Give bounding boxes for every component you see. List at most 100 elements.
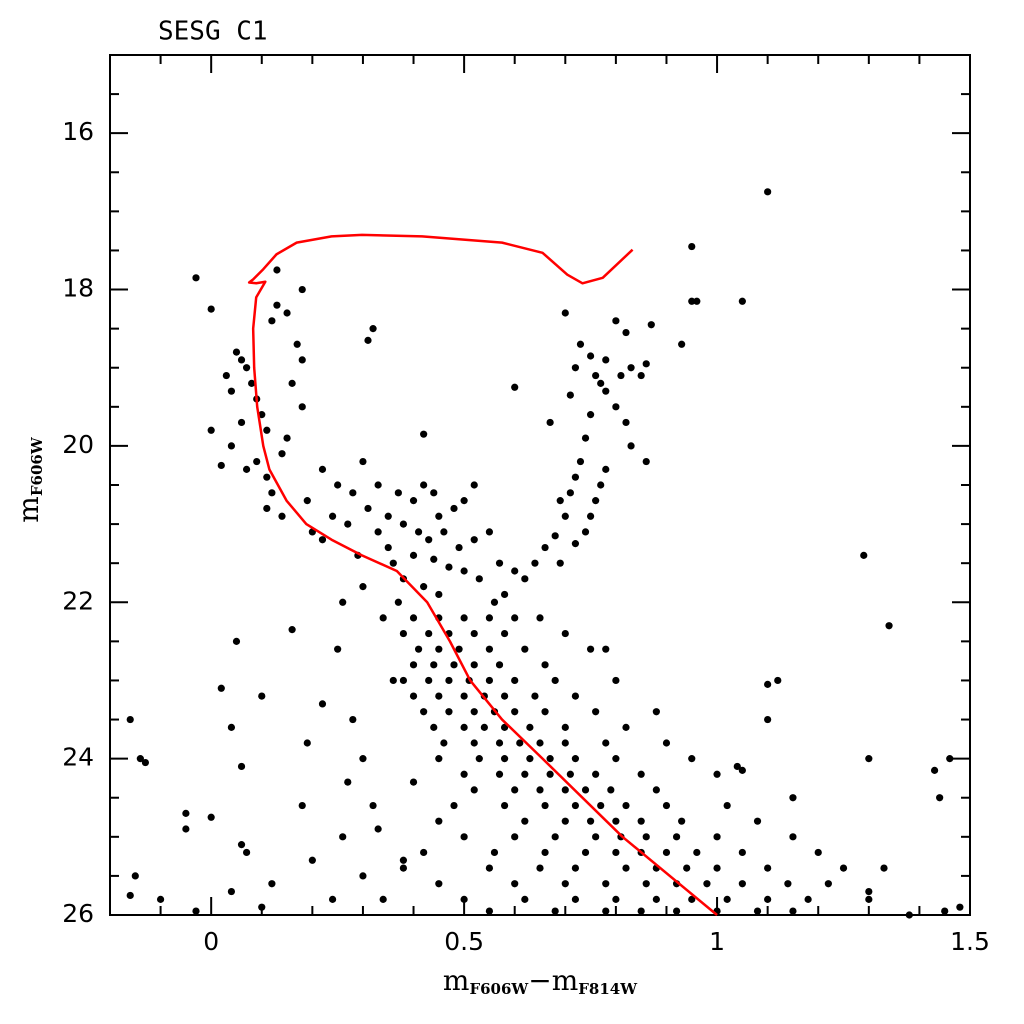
data-point bbox=[546, 755, 554, 763]
data-point bbox=[713, 833, 721, 841]
data-point bbox=[581, 786, 590, 794]
data-point bbox=[450, 504, 458, 513]
data-point bbox=[308, 856, 316, 864]
data-point bbox=[450, 661, 458, 669]
data-point bbox=[592, 770, 600, 778]
data-point bbox=[571, 895, 580, 903]
data-point bbox=[662, 848, 671, 857]
data-point bbox=[541, 848, 549, 857]
data-point bbox=[753, 907, 762, 915]
data-point bbox=[293, 340, 301, 348]
data-point bbox=[460, 770, 468, 778]
data-point bbox=[500, 801, 509, 810]
data-point bbox=[672, 907, 681, 915]
data-point bbox=[511, 676, 519, 685]
y-label-sub: F606W bbox=[28, 436, 46, 496]
data-point bbox=[936, 794, 944, 802]
data-point bbox=[420, 583, 428, 591]
data-point bbox=[865, 887, 873, 896]
data-point bbox=[384, 512, 392, 520]
data-point bbox=[571, 540, 580, 548]
data-point bbox=[430, 555, 438, 563]
x-label-part: −m bbox=[528, 964, 578, 997]
data-point bbox=[865, 755, 873, 763]
data-point bbox=[566, 489, 574, 497]
data-point bbox=[445, 708, 453, 716]
data-point bbox=[268, 317, 276, 325]
data-point bbox=[597, 801, 605, 810]
data-point bbox=[460, 723, 468, 731]
data-point bbox=[435, 645, 443, 653]
data-point bbox=[946, 755, 954, 763]
data-point bbox=[374, 825, 382, 833]
data-point bbox=[490, 848, 499, 857]
data-point bbox=[678, 340, 686, 348]
data-point bbox=[298, 285, 306, 294]
data-point bbox=[622, 864, 630, 872]
data-point bbox=[764, 188, 772, 196]
data-point bbox=[394, 489, 402, 497]
x-tick-label: 1.5 bbox=[950, 927, 990, 956]
data-point bbox=[612, 755, 620, 763]
data-point bbox=[956, 903, 964, 911]
data-point bbox=[738, 766, 746, 774]
data-point bbox=[207, 813, 215, 821]
data-point bbox=[227, 723, 236, 731]
data-point bbox=[662, 739, 671, 747]
data-point bbox=[460, 614, 468, 622]
data-point bbox=[440, 528, 448, 536]
data-point bbox=[374, 528, 382, 536]
data-point bbox=[774, 676, 782, 685]
data-point bbox=[500, 755, 509, 763]
data-point bbox=[622, 801, 630, 810]
data-point bbox=[586, 411, 595, 419]
data-point bbox=[460, 567, 468, 575]
data-point bbox=[414, 645, 423, 653]
data-point bbox=[414, 528, 423, 536]
data-point bbox=[511, 786, 519, 794]
data-point bbox=[420, 848, 428, 857]
data-point bbox=[662, 801, 671, 810]
isochrone-line bbox=[247, 233, 718, 916]
x-axis-label: mF606W−mF814W bbox=[443, 964, 638, 999]
data-point bbox=[227, 442, 236, 450]
data-point bbox=[470, 661, 478, 669]
data-point bbox=[263, 426, 271, 434]
data-point bbox=[288, 379, 296, 387]
data-point bbox=[597, 481, 605, 489]
data-point bbox=[652, 786, 660, 794]
y-label-part: m bbox=[12, 496, 45, 523]
data-point bbox=[602, 465, 610, 473]
data-point bbox=[207, 305, 215, 313]
data-point bbox=[298, 403, 306, 411]
data-point bbox=[298, 801, 306, 810]
data-point bbox=[409, 661, 418, 669]
data-point bbox=[399, 629, 408, 638]
data-point bbox=[339, 598, 347, 606]
data-point bbox=[263, 473, 271, 481]
data-point bbox=[814, 848, 822, 857]
data-point bbox=[359, 583, 367, 591]
data-point bbox=[556, 497, 564, 505]
data-point bbox=[303, 739, 311, 747]
y-axis-label: mF606W bbox=[12, 436, 47, 523]
data-point bbox=[495, 739, 504, 747]
data-point bbox=[283, 309, 291, 317]
data-point bbox=[571, 364, 580, 372]
data-point bbox=[470, 536, 478, 544]
data-point bbox=[642, 833, 650, 841]
data-point bbox=[389, 559, 397, 567]
data-point bbox=[328, 512, 337, 520]
data-point bbox=[642, 360, 650, 368]
data-point bbox=[526, 723, 534, 731]
data-point bbox=[485, 528, 494, 536]
data-point bbox=[359, 457, 367, 466]
data-point bbox=[485, 864, 494, 872]
data-point bbox=[511, 614, 519, 622]
data-point bbox=[425, 676, 433, 685]
data-point bbox=[571, 692, 580, 700]
data-point bbox=[571, 864, 580, 872]
data-point bbox=[399, 856, 408, 864]
data-point bbox=[278, 512, 286, 520]
